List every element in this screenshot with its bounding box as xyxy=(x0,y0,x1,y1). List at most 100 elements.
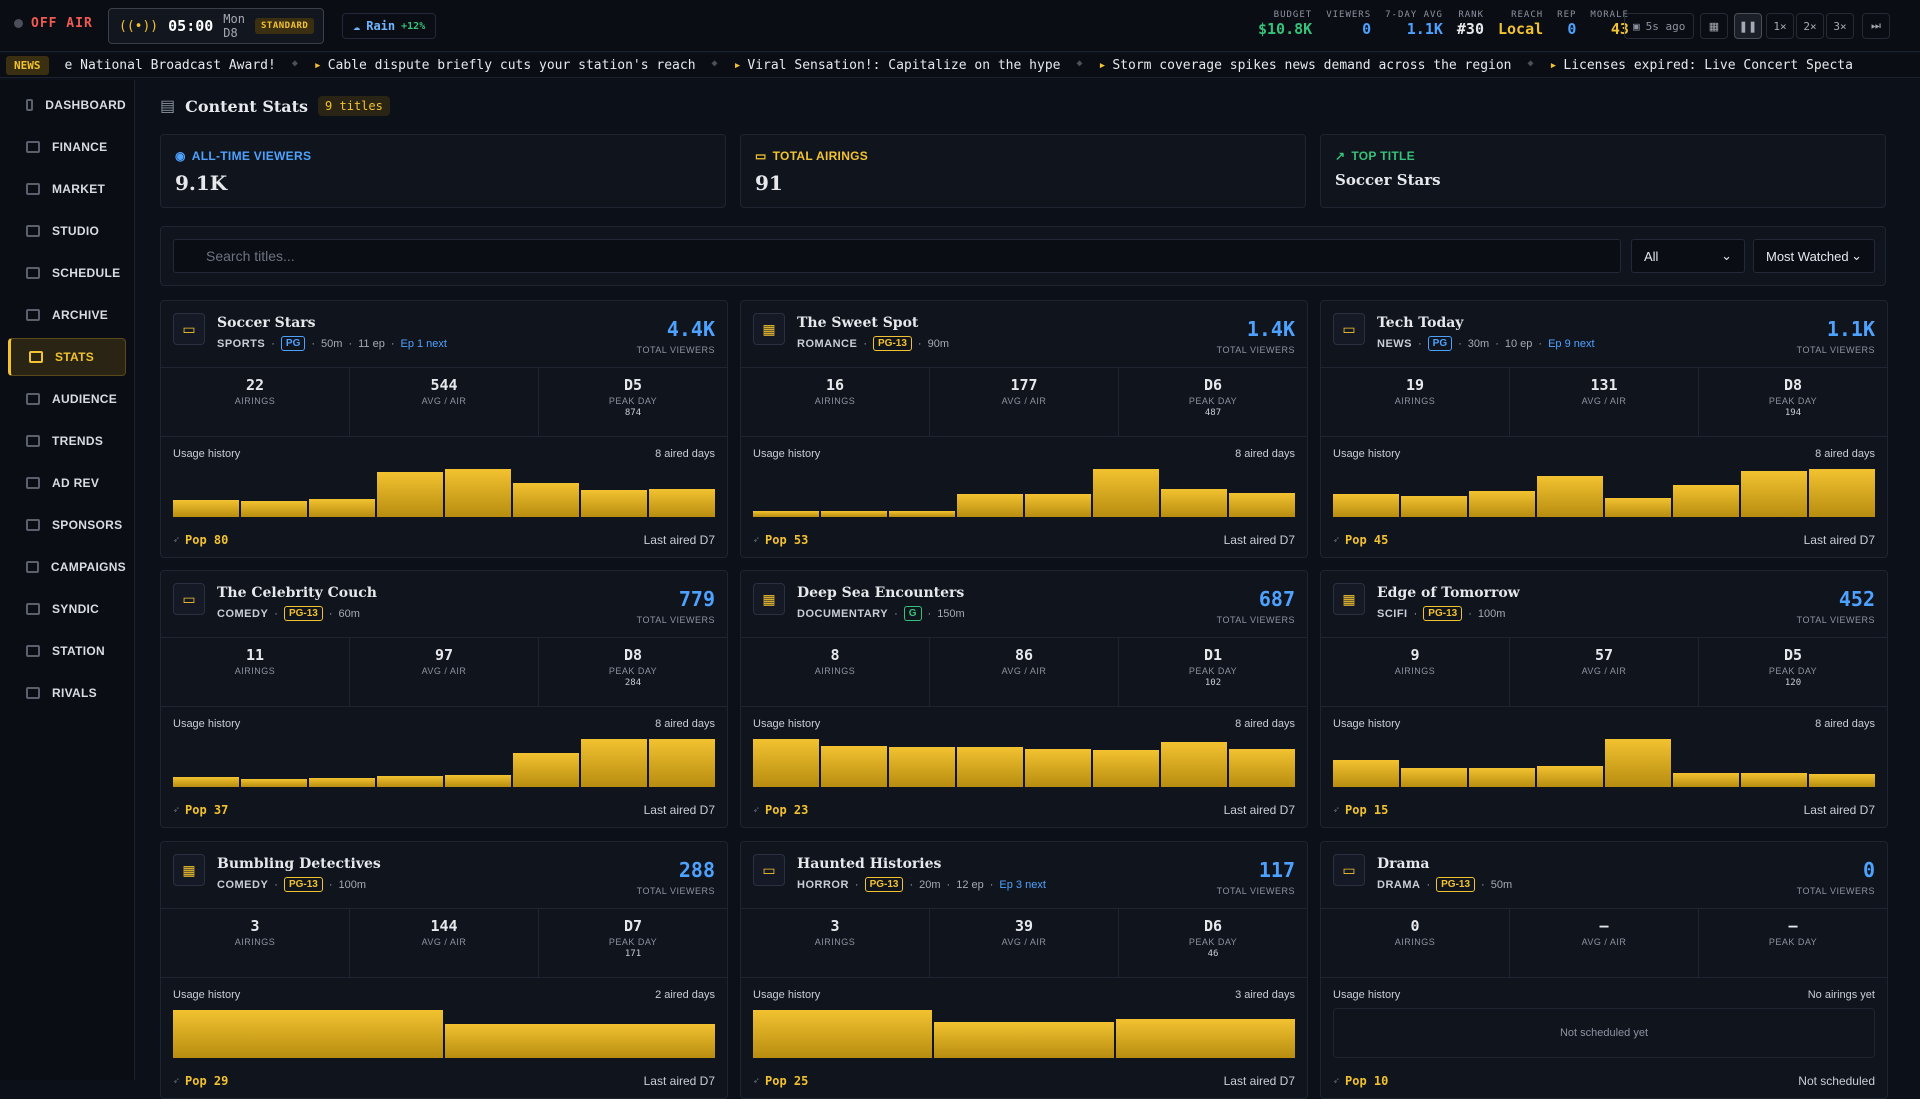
usage-bar xyxy=(889,746,955,787)
metric-value: D8 xyxy=(1783,376,1803,394)
metric-label: AVG / AIR xyxy=(421,666,467,676)
usage-bar xyxy=(309,777,375,787)
speed-2x-button[interactable]: 2× xyxy=(1796,13,1824,39)
usage-bar xyxy=(1469,490,1535,517)
sidebar-item-dashboard[interactable]: DASHBOARD xyxy=(8,86,126,124)
usage-history-label: Usage history xyxy=(173,718,241,730)
news-badge: NEWS xyxy=(6,56,49,75)
total-viewers-value: 1.4K xyxy=(1246,317,1295,341)
usage-bar xyxy=(1605,739,1671,787)
card-meta: SCIFI · PG-13 · 100m xyxy=(1377,606,1505,621)
sidebar-item-rivals[interactable]: RIVALS xyxy=(8,674,126,712)
search-input[interactable] xyxy=(173,239,1621,273)
card-title: Haunted Histories xyxy=(797,856,942,872)
next-episode-link[interactable]: Ep 9 next xyxy=(1548,337,1595,350)
metric-label: PEAK DAY xyxy=(1768,396,1818,406)
stat-label: BUDGET xyxy=(1273,10,1313,20)
stat-reach: REACH Local xyxy=(1498,10,1543,38)
last-aired: Last aired D7 xyxy=(1223,533,1295,547)
speed-1x-button[interactable]: 1× xyxy=(1766,13,1794,39)
usage-empty-state: Not scheduled yet xyxy=(1333,1008,1875,1058)
ticker-text: Cable dispute briefly cuts your station'… xyxy=(327,58,696,73)
sidebar-item-finance[interactable]: FINANCE xyxy=(8,128,126,166)
sidebar-item-campaigns[interactable]: CAMPAIGNS xyxy=(8,548,126,586)
weather-indicator[interactable]: ☁ Rain +12% xyxy=(342,13,437,39)
metric-label: AIRINGS xyxy=(814,666,856,676)
kpi-label-text: TOP TITLE xyxy=(1351,149,1415,163)
total-viewers-label: TOTAL VIEWERS xyxy=(636,345,715,355)
last-aired: Last aired D7 xyxy=(1803,803,1875,817)
sidebar-item-schedule[interactable]: SCHEDULE xyxy=(8,254,126,292)
sidebar-item-sponsors[interactable]: SPONSORS xyxy=(8,506,126,544)
metric-value: 22 xyxy=(245,376,265,394)
usage-bar xyxy=(445,469,511,517)
genre-label: HORROR xyxy=(797,878,849,891)
speed-3x-button[interactable]: 3× xyxy=(1826,13,1854,39)
content-card[interactable]: ▦ Edge of Tomorrow SCIFI · PG-13 · 100m 452 TOTA… xyxy=(1320,570,1888,828)
metric-value: 97 xyxy=(434,646,454,664)
content-card[interactable]: ▦ Bumbling Detectives COMEDY · PG-13 · 100m 288… xyxy=(160,841,728,1099)
game-clock[interactable]: ((•)) 05:00 Mon D8 STANDARD xyxy=(108,8,324,44)
usage-bar xyxy=(1809,469,1875,517)
metric-value: 144 xyxy=(430,917,458,935)
total-viewers-value: 0 xyxy=(1862,858,1875,882)
ticker-text: Storm coverage spikes news demand across… xyxy=(1112,58,1512,73)
grid-view-button[interactable]: ▦ xyxy=(1700,13,1728,39)
sidebar-item-market[interactable]: MARKET xyxy=(8,170,126,208)
runtime: 60m xyxy=(338,607,360,620)
news-ticker: NEWS e National Broadcast Award! ◆ ▸ Cable … xyxy=(0,54,1920,78)
sidebar-item-ad-rev[interactable]: AD REV xyxy=(8,464,126,502)
usage-bar xyxy=(1093,469,1159,517)
runtime: 50m xyxy=(321,337,343,350)
popularity: ➶ Pop 15 xyxy=(1333,803,1388,817)
save-status[interactable]: ▣ 5s ago xyxy=(1624,13,1695,39)
metric-avg: 177 AVG / AIR xyxy=(930,368,1119,436)
content-card[interactable]: ▭ Drama DRAMA · PG-13 · 50m 0 TOTAL VIEWERS 0 AIRI… xyxy=(1320,841,1888,1099)
ticker-item: ▸ Licenses expired: Live Concert Specta xyxy=(1550,58,1853,73)
sponsors-icon xyxy=(26,519,40,531)
next-episode-link[interactable]: Ep 1 next xyxy=(400,337,447,350)
usage-bar xyxy=(649,489,715,517)
stat-rep: REP 0 xyxy=(1557,10,1576,38)
card-title: Tech Today xyxy=(1377,315,1464,331)
meta-separator: · xyxy=(1413,607,1418,620)
sidebar-item-trends[interactable]: TRENDS xyxy=(8,422,126,460)
sidebar-item-syndic[interactable]: SYNDIC xyxy=(8,590,126,628)
rating-badge: PG xyxy=(280,336,306,351)
sidebar-item-label: ARCHIVE xyxy=(52,308,109,322)
last-aired: Last aired D7 xyxy=(1223,803,1295,817)
content-card[interactable]: ▭ Haunted Histories HORROR · PG-13 · 20m · 12 ep… xyxy=(740,841,1308,1099)
meta-separator: · xyxy=(328,878,333,891)
sort-select[interactable]: Most Watched ⌄ xyxy=(1753,239,1875,273)
category-select[interactable]: All ⌄ xyxy=(1631,239,1745,273)
sidebar-item-label: DASHBOARD xyxy=(45,98,126,112)
next-episode-link[interactable]: Ep 3 next xyxy=(999,878,1046,891)
metric-value: 9 xyxy=(1410,646,1420,664)
total-viewers-label: TOTAL VIEWERS xyxy=(1216,345,1295,355)
sidebar-item-stats[interactable]: STATS xyxy=(8,338,126,376)
usage-history-label: Usage history xyxy=(173,989,241,1001)
content-card[interactable]: ▦ The Sweet Spot ROMANCE · PG-13 · 90m 1.4K TOTA… xyxy=(740,300,1308,558)
sidebar-item-studio[interactable]: STUDIO xyxy=(8,212,126,250)
sidebar-item-station[interactable]: STATION xyxy=(8,632,126,670)
usage-bar xyxy=(581,489,647,517)
aired-days-count: 8 aired days xyxy=(655,448,715,460)
film-icon: ▦ xyxy=(1333,583,1365,615)
metric-label: AIRINGS xyxy=(814,396,856,406)
skip-button[interactable]: ⏭ xyxy=(1862,13,1890,39)
film-icon: ▦ xyxy=(753,583,785,615)
meta-separator: · xyxy=(1426,878,1431,891)
content-card[interactable]: ▭ Tech Today NEWS · PG · 30m · 10 ep · Ep 9 next 1.… xyxy=(1320,300,1888,558)
content-card[interactable]: ▭ The Celebrity Couch COMEDY · PG-13 · 60m 779 T… xyxy=(160,570,728,828)
metrics-row: 0 AIRINGS — AVG / AIR — PEAK DAY xyxy=(1321,908,1887,978)
runtime: 20m xyxy=(919,878,941,891)
sidebar-item-archive[interactable]: ARCHIVE xyxy=(8,296,126,334)
meta-separator: · xyxy=(1538,337,1543,350)
kpi-label-text: ALL-TIME VIEWERS xyxy=(191,149,312,163)
rating-badge: PG-13 xyxy=(283,877,323,892)
content-card[interactable]: ▦ Deep Sea Encounters DOCUMENTARY · G · 150m 68… xyxy=(740,570,1308,828)
content-card[interactable]: ▭ Soccer Stars SPORTS · PG · 50m · 11 ep · Ep 1 ne… xyxy=(160,300,728,558)
sidebar-item-audience[interactable]: AUDIENCE xyxy=(8,380,126,418)
stat-value: 0 xyxy=(1567,20,1577,38)
pause-button[interactable]: ❚❚ xyxy=(1734,13,1762,39)
